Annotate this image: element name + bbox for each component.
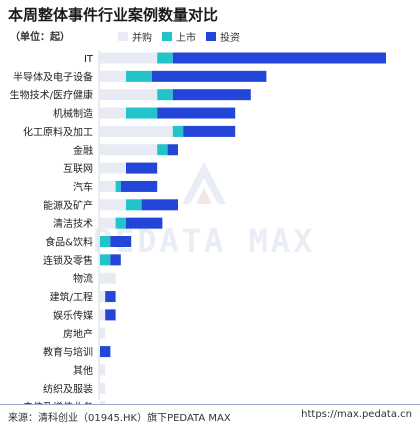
legend-label-investment: 投资 xyxy=(220,33,240,44)
category-label: IT xyxy=(84,54,94,65)
bar-segment-merger xyxy=(100,309,106,321)
category-label: 能源及矿产 xyxy=(43,199,93,212)
footer-source: 来源：清科创业（01945.HK）旗下PEDATA MAX xyxy=(8,413,231,424)
bar-segment-merger xyxy=(100,125,173,137)
bar-segment-ipo xyxy=(157,89,173,101)
bar-segment-investment xyxy=(110,236,132,247)
legend-swatch-merger xyxy=(118,32,128,41)
bar-segment-ipo xyxy=(115,217,126,229)
category-label: 金融 xyxy=(73,144,93,157)
bar-segment-investment xyxy=(167,144,178,156)
category-label: 互联网 xyxy=(63,163,93,175)
bar-segment-merger xyxy=(100,272,116,284)
category-labels: IT 半导体及电子设备生物技术/医疗健康机械制造化工原料及加工金融互联网汽车能源及… xyxy=(10,54,94,404)
bar-segment-merger xyxy=(100,382,106,394)
category-label: 机械制造 xyxy=(53,107,93,120)
bar-segment-merger xyxy=(100,180,116,192)
footer-divider xyxy=(0,404,420,405)
watermark-logo-accent xyxy=(196,188,212,204)
bar-segment-investment xyxy=(120,180,158,192)
category-label: 娱乐传媒 xyxy=(53,309,93,322)
bar-segment-investment xyxy=(105,291,116,303)
legend-item-merger: 并购 xyxy=(118,29,152,44)
legend-item-investment: 投资 xyxy=(206,29,240,44)
bar-segment-merger xyxy=(100,199,126,211)
bar-segment-ipo xyxy=(157,144,168,156)
bar-segment-merger xyxy=(100,327,106,339)
bar-segment-merger xyxy=(100,144,158,156)
bar-segment-investment xyxy=(105,309,116,321)
bar-segment-merger xyxy=(100,70,126,82)
category-label: 纺织及服装 xyxy=(43,382,93,395)
legend-item-ipo: 上市 xyxy=(162,29,196,44)
unit-label: （单位：起） xyxy=(10,32,70,43)
category-label: 半导体及电子设备 xyxy=(13,70,93,83)
bar-segment-investment xyxy=(100,346,111,358)
watermark-logo-icon xyxy=(182,162,226,204)
category-label: 电信及增值业务 xyxy=(23,401,93,404)
bar-segment-ipo xyxy=(100,236,111,247)
bar-segment-investment xyxy=(141,199,178,211)
bar-segment-ipo xyxy=(157,52,173,64)
bar-segment-merger xyxy=(100,89,158,101)
bar-segment-merger xyxy=(100,217,116,229)
category-label: 教育与培训 xyxy=(43,346,93,359)
legend: 并购 上市 投资 xyxy=(118,29,240,44)
bar-segment-investment xyxy=(152,70,267,82)
bar-segment-merger xyxy=(100,52,158,64)
bar-segment-investment xyxy=(126,162,158,174)
bar-segment-investment xyxy=(110,254,121,266)
bar-segment-investment xyxy=(126,217,163,229)
bar-segment-ipo xyxy=(172,125,184,137)
legend-swatch-ipo xyxy=(162,32,172,41)
bar-segment-merger xyxy=(100,364,106,376)
chart-title: 本周整体事件行业案例数量对比 xyxy=(8,6,219,24)
bar-segment-investment xyxy=(172,52,386,64)
category-label: 化工原料及加工 xyxy=(23,125,93,138)
category-label: 连锁及零售 xyxy=(43,254,93,267)
category-label: 食品&饮料 xyxy=(45,236,93,249)
bar-segment-merger xyxy=(100,162,126,174)
legend-label-merger: 并购 xyxy=(132,33,152,44)
bar-segment-investment xyxy=(172,89,251,101)
legend-label-ipo: 上市 xyxy=(176,33,196,44)
footer-url: https://max.pedata.cn xyxy=(301,409,412,420)
category-label: 汽车 xyxy=(73,180,93,193)
bar-segment-merger xyxy=(100,291,106,303)
category-label: 物流 xyxy=(73,272,93,285)
bar-segment-ipo xyxy=(126,70,152,82)
legend-swatch-investment xyxy=(206,32,216,41)
category-label: 其他 xyxy=(73,364,93,377)
category-label: 建筑/工程 xyxy=(50,291,93,304)
bar-segment-ipo xyxy=(100,254,111,266)
bar-segment-merger xyxy=(100,107,126,119)
category-label: 清洁技术 xyxy=(53,217,93,230)
bars-group xyxy=(100,52,386,404)
bar-segment-ipo xyxy=(126,199,142,211)
bar-segment-investment xyxy=(183,125,236,137)
bar-segment-investment xyxy=(157,107,236,119)
category-label: 生物技术/医疗健康 xyxy=(10,89,93,102)
bar-segment-ipo xyxy=(126,107,158,119)
bar-segment-merger xyxy=(100,401,106,404)
bar-segment-ipo xyxy=(115,180,121,192)
category-label: 房地产 xyxy=(63,327,93,340)
bar-chart: PEDATA MAX IT半导体及电子设备生物技术/医疗健康机械制造化工原料及加… xyxy=(10,50,386,404)
